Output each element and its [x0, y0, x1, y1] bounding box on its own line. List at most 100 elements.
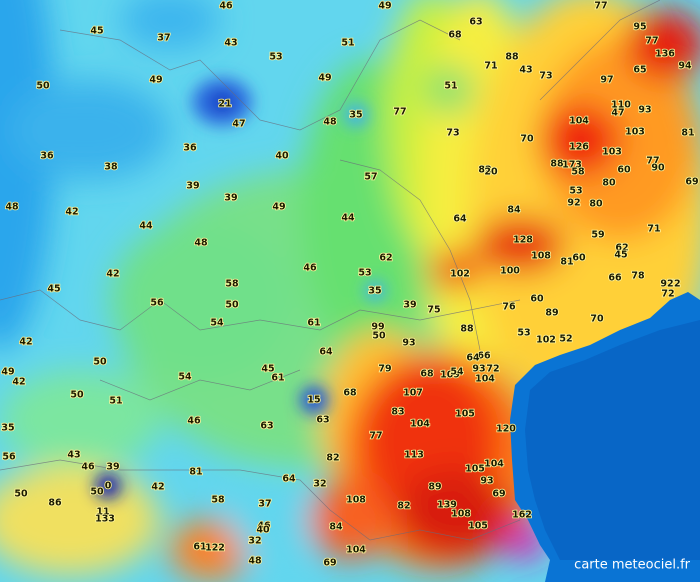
value-label: 69 [492, 489, 505, 500]
value-label: 108 [531, 251, 551, 262]
value-label: 162 [512, 510, 532, 521]
value-label: 51 [341, 38, 354, 49]
value-label: 79 [378, 364, 391, 375]
value-label: 62 [379, 253, 392, 264]
value-label: 102 [536, 335, 556, 346]
value-label: 88 [460, 324, 474, 335]
value-label: 93 [472, 364, 485, 375]
value-label: 53 [269, 52, 282, 63]
value-label: 36 [183, 143, 197, 154]
value-label: 50 [90, 487, 104, 498]
value-label: 86 [48, 498, 62, 509]
value-label: 103 [625, 127, 645, 138]
value-label: 71 [647, 224, 660, 235]
value-label: 105 [468, 521, 488, 532]
value-label: 71 [484, 61, 497, 72]
value-label: 88 [550, 159, 564, 170]
value-label: 38 [104, 162, 118, 173]
value-label: 77 [369, 431, 382, 442]
value-label: 109 [440, 370, 460, 381]
value-label: 104 [346, 545, 366, 556]
value-label: 21 [218, 99, 231, 110]
value-label: 61 [193, 542, 206, 553]
value-label: 84 [507, 205, 521, 216]
value-label: 53 [569, 186, 582, 197]
value-label: 60 [530, 294, 544, 305]
value-label: 77 [645, 36, 658, 47]
value-label: 78 [631, 271, 645, 282]
low-spots [95, 78, 385, 499]
value-label: 47 [232, 119, 245, 130]
value-label: 89 [428, 482, 441, 493]
value-label: 102 [450, 269, 470, 280]
value-label: 36 [40, 151, 54, 162]
value-label: 11 [96, 507, 109, 518]
value-label: 77 [646, 156, 659, 167]
value-label: 93 [402, 338, 415, 349]
value-label: 66 [477, 351, 491, 362]
value-label: 40 [256, 525, 270, 536]
value-label: 50 [36, 81, 50, 92]
value-label: 45 [261, 364, 274, 375]
value-label: 70 [520, 134, 534, 145]
value-label: 82 [326, 453, 339, 464]
value-label: 108 [346, 495, 366, 506]
value-label: 113 [404, 450, 424, 461]
value-label: 50 [14, 489, 28, 500]
value-label: 89 [545, 308, 558, 319]
value-label: 46 [257, 521, 271, 532]
value-label: 104 [410, 419, 430, 430]
value-label: 42 [19, 337, 32, 348]
value-label: 20 [484, 167, 498, 178]
value-label: 65 [633, 65, 646, 76]
credit: carte meteociel.fr [574, 558, 690, 573]
value-label: 103 [602, 147, 622, 158]
value-label: 39 [186, 181, 199, 192]
value-label: 43 [224, 38, 237, 49]
value-label: 81 [560, 257, 573, 268]
value-label: 93 [638, 105, 651, 116]
value-label: 56 [2, 452, 16, 463]
value-label: 39 [106, 462, 119, 473]
value-label: 45 [614, 250, 627, 261]
value-label: 50 [372, 331, 386, 342]
value-label: 50 [70, 390, 84, 401]
value-label: 35 [1, 423, 14, 434]
value-label: 77 [393, 107, 406, 118]
value-label: 15 [307, 395, 320, 406]
value-label: 66 [608, 273, 622, 284]
value-label: 92 [660, 279, 673, 290]
value-label: 64 [282, 474, 296, 485]
value-label: 39 [224, 193, 237, 204]
value-label: 100 [500, 266, 520, 277]
value-label: 37 [258, 499, 271, 510]
value-label: 72 [667, 279, 680, 290]
value-label: 82 [478, 165, 491, 176]
value-label: 73 [446, 128, 459, 139]
value-label: 68 [343, 388, 357, 399]
value-label: 173 [562, 160, 582, 171]
value-label: 82 [397, 501, 410, 512]
value-label: 107 [403, 388, 423, 399]
value-label: 95 [633, 22, 646, 33]
value-label: 60 [617, 165, 631, 176]
value-label: 128 [513, 235, 533, 246]
value-label: 68 [448, 30, 462, 41]
sea-deep [525, 320, 700, 560]
value-label: 35 [368, 286, 381, 297]
value-label: 104 [475, 374, 495, 385]
value-label: 60 [572, 253, 586, 264]
value-label: 49 [378, 1, 391, 12]
value-label: 53 [358, 268, 371, 279]
value-label: 45 [47, 284, 60, 295]
value-label: 49 [272, 202, 285, 213]
value-label: 83 [391, 407, 404, 418]
value-label: 56 [150, 298, 164, 309]
borders [0, 0, 661, 541]
value-label: 42 [151, 482, 164, 493]
value-label: 48 [5, 202, 19, 213]
value-label: 105 [465, 464, 485, 475]
value-label: 46 [303, 263, 317, 274]
value-label: 63 [316, 415, 329, 426]
